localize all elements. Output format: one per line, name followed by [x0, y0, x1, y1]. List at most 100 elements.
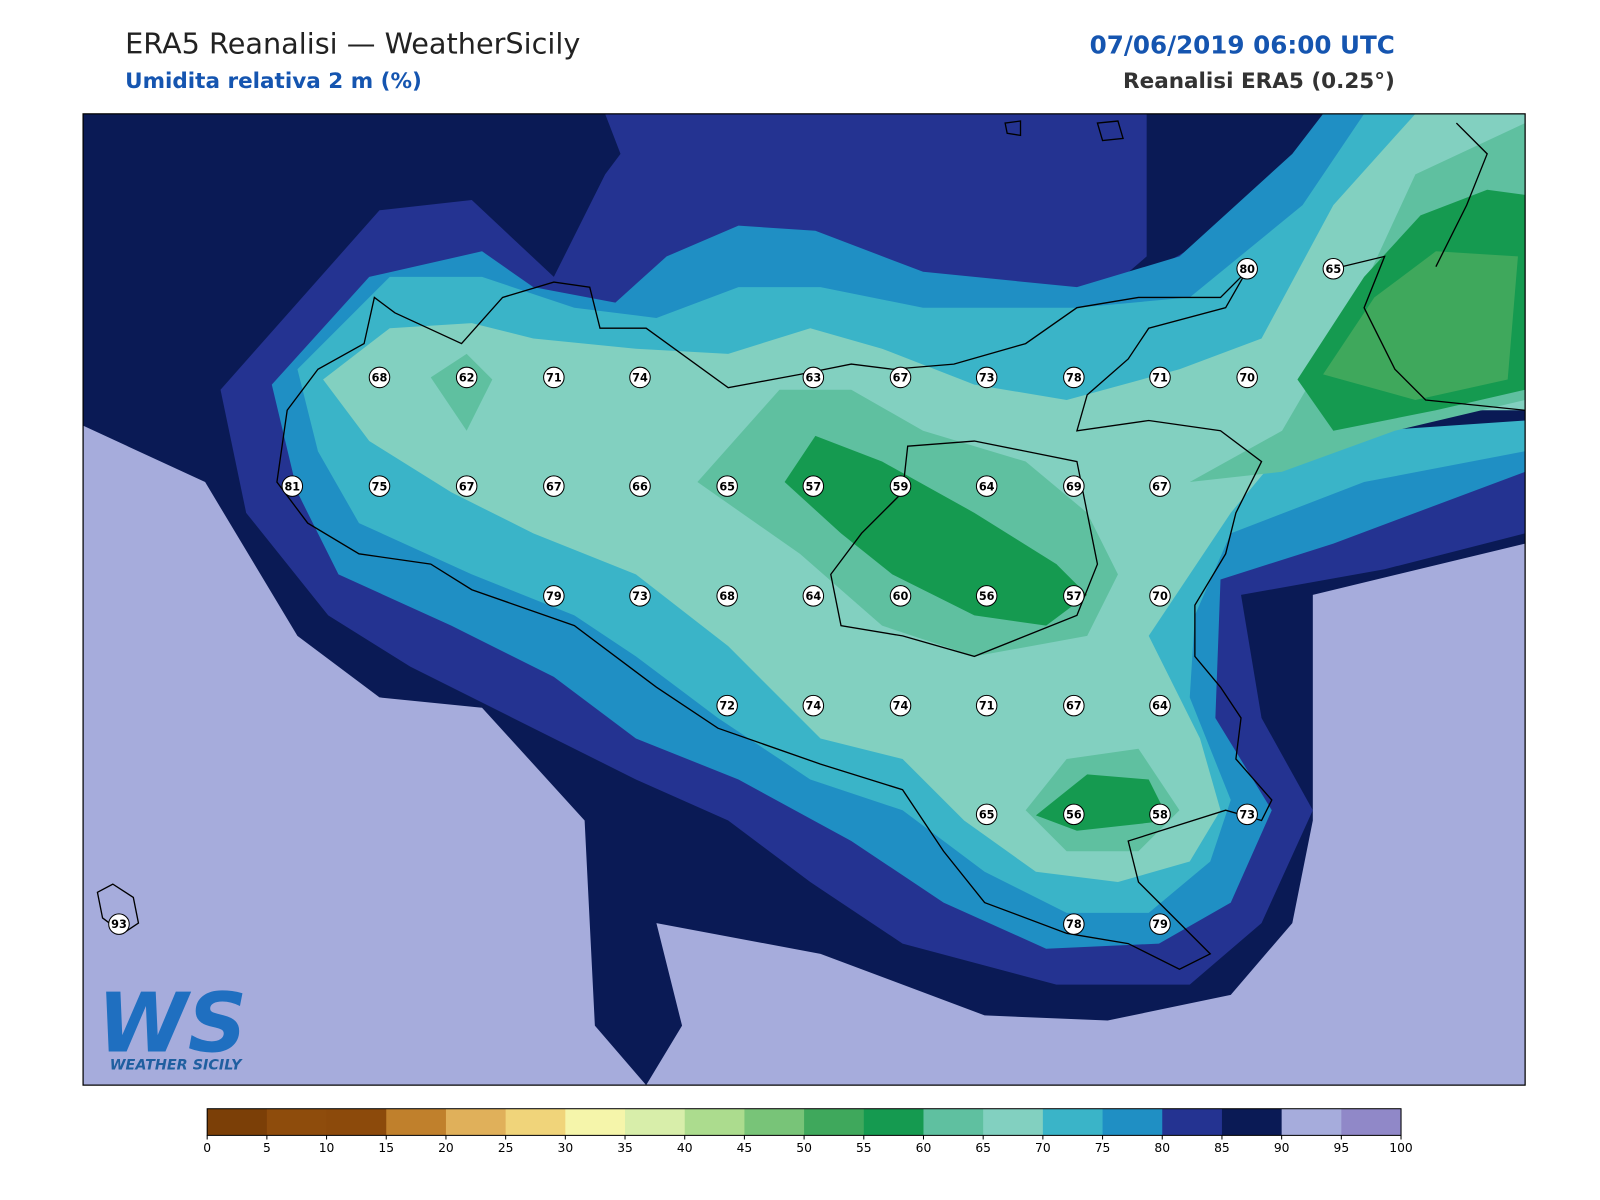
logo-name: WEATHER SICILY [110, 1058, 243, 1074]
station-marker [975, 694, 998, 717]
station: 67 [1149, 475, 1171, 497]
station-value: 57 [805, 480, 821, 493]
station: 79 [543, 585, 565, 607]
colorbar-bin [625, 1108, 686, 1136]
colorbar-tick-label: 45 [737, 1141, 753, 1155]
datetime: 07/06/2019 06:00 UTC [1090, 30, 1395, 59]
station-value: 57 [1066, 590, 1082, 603]
station-marker [1149, 475, 1171, 497]
station-value: 72 [719, 700, 735, 713]
station-marker [889, 366, 912, 389]
station: 57 [802, 475, 825, 497]
coastline [96, 120, 1526, 970]
colorbar-bin [744, 1108, 805, 1136]
station-value: 62 [459, 372, 475, 385]
map-frame [82, 113, 1526, 1086]
station: 67 [889, 366, 912, 389]
colorbar-tick-label: 80 [1154, 1141, 1170, 1155]
station-value: 67 [1066, 700, 1082, 713]
station: 78 [1063, 366, 1085, 389]
station-marker [975, 585, 998, 607]
colorbar-bin [445, 1108, 507, 1136]
station: 62 [455, 366, 478, 389]
station: 81 [281, 475, 304, 497]
station-value: 74 [805, 700, 821, 713]
station-marker [543, 475, 565, 497]
colorbar-bin [923, 1108, 984, 1136]
station: 73 [629, 585, 651, 607]
colorbar-tick-label: 15 [378, 1141, 394, 1155]
station-marker [368, 475, 391, 497]
station-marker [1322, 257, 1345, 280]
station: 57 [1063, 585, 1085, 607]
colorbar-bin [1102, 1108, 1163, 1136]
source: Reanalisi ERA5 (0.25°) [1123, 69, 1395, 94]
station: 63 [802, 366, 825, 389]
station-value: 74 [893, 700, 909, 713]
station: 70 [1236, 366, 1258, 389]
station-value: 71 [546, 372, 562, 385]
station-value: 67 [893, 372, 909, 385]
station-marker [455, 366, 478, 389]
colorbar-tick-label: 5 [263, 1141, 271, 1155]
logo: WS WEATHER SICILY [97, 976, 247, 1073]
colorbar-tick-label: 40 [677, 1141, 693, 1155]
colorbar-bin [804, 1108, 865, 1136]
station-marker [975, 366, 998, 389]
station: 68 [716, 585, 738, 607]
station-value: 60 [893, 590, 909, 603]
station: 71 [1149, 366, 1171, 389]
station-value: 58 [1152, 808, 1168, 821]
station-value: 80 [1239, 263, 1255, 276]
station: 73 [1236, 803, 1258, 826]
station: 67 [455, 475, 478, 497]
station-marker [716, 694, 738, 717]
station: 59 [889, 475, 912, 497]
colorbar-tick-label: 10 [319, 1141, 335, 1155]
station-marker [1063, 694, 1085, 717]
colorbar-bin [1281, 1108, 1342, 1136]
station: 60 [889, 585, 912, 607]
station: 73 [975, 366, 998, 389]
station-value: 64 [805, 590, 821, 603]
station-marker [1063, 585, 1085, 607]
colorbar-tick-label: 85 [1214, 1141, 1230, 1155]
station: 64 [975, 475, 998, 497]
colorbar-bin [1162, 1108, 1223, 1136]
colorbar-tick-label: 65 [975, 1141, 991, 1155]
station-marker [1063, 913, 1085, 935]
map [83, 113, 1526, 1086]
colorbar-tick-label: 35 [617, 1141, 633, 1155]
station-value: 67 [459, 480, 475, 493]
station: 67 [1063, 694, 1085, 717]
band-90-95 [83, 425, 1526, 1086]
station-marker [975, 475, 998, 497]
station-marker [281, 475, 304, 497]
station-value: 66 [632, 480, 648, 493]
station: 74 [629, 366, 651, 389]
station: 72 [716, 694, 738, 717]
station-value: 70 [1239, 372, 1255, 385]
station: 64 [1149, 694, 1171, 717]
station-value: 64 [979, 480, 995, 493]
colorbar-tick-label: 55 [856, 1141, 872, 1155]
station: 70 [1149, 585, 1171, 607]
station-marker [1063, 366, 1085, 389]
station-marker [1149, 694, 1171, 717]
station-value: 81 [284, 480, 300, 493]
station-marker [368, 366, 391, 389]
station: 66 [629, 475, 651, 497]
colorbar-bin [386, 1108, 447, 1136]
station-value: 79 [546, 590, 562, 603]
station-value: 70 [1152, 590, 1168, 603]
station-value: 63 [805, 372, 821, 385]
colorbar-bin [1221, 1108, 1283, 1136]
station-marker [889, 475, 912, 497]
colorbar-tick-label: 0 [203, 1141, 211, 1155]
station: 74 [889, 694, 912, 717]
station-marker [1063, 803, 1085, 826]
station-marker [629, 585, 651, 607]
station-value: 69 [1066, 480, 1082, 493]
logo-mark: WS [97, 976, 247, 1071]
